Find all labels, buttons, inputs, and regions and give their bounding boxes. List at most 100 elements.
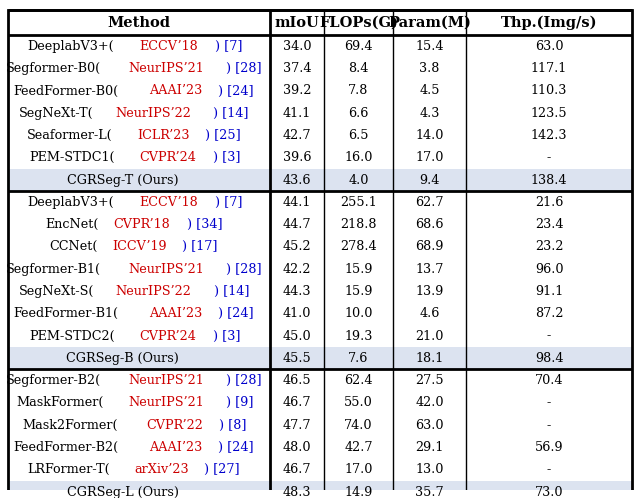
- Text: Thp.(Img/s): Thp.(Img/s): [501, 15, 597, 30]
- Text: 110.3: 110.3: [531, 85, 567, 98]
- Text: NeurIPS’21: NeurIPS’21: [128, 263, 204, 276]
- Text: 45.5: 45.5: [283, 352, 311, 365]
- Text: 41.1: 41.1: [283, 107, 311, 120]
- Text: 74.0: 74.0: [344, 419, 372, 432]
- Text: DeeplabV3+(: DeeplabV3+(: [28, 196, 114, 209]
- Text: 10.0: 10.0: [344, 307, 372, 320]
- Text: ) [34]: ) [34]: [187, 218, 223, 231]
- Text: 8.4: 8.4: [348, 62, 369, 75]
- Text: 68.9: 68.9: [415, 241, 444, 253]
- Text: ) [8]: ) [8]: [220, 419, 247, 432]
- Text: ) [28]: ) [28]: [226, 62, 262, 75]
- Text: 63.0: 63.0: [535, 40, 563, 53]
- Text: ECCV’18: ECCV’18: [139, 196, 198, 209]
- Text: Mask2Former(: Mask2Former(: [23, 419, 118, 432]
- Text: 21.6: 21.6: [535, 196, 563, 209]
- Text: 42.2: 42.2: [283, 263, 311, 276]
- Text: 45.0: 45.0: [283, 330, 311, 343]
- Text: 14.9: 14.9: [344, 486, 372, 498]
- Text: 21.0: 21.0: [415, 330, 444, 343]
- Text: ) [25]: ) [25]: [205, 129, 241, 142]
- Text: mIoU: mIoU: [275, 15, 319, 29]
- Text: ICCV’19: ICCV’19: [112, 241, 166, 253]
- Text: 48.3: 48.3: [283, 486, 311, 498]
- Text: ) [7]: ) [7]: [215, 40, 243, 53]
- Text: 43.6: 43.6: [283, 174, 311, 187]
- Text: 62.4: 62.4: [344, 374, 372, 387]
- Text: 46.5: 46.5: [283, 374, 311, 387]
- Text: Segformer-B1(: Segformer-B1(: [6, 263, 100, 276]
- Text: 13.0: 13.0: [415, 463, 444, 476]
- Text: ) [24]: ) [24]: [218, 307, 253, 320]
- Text: 17.0: 17.0: [344, 463, 372, 476]
- Text: 87.2: 87.2: [535, 307, 563, 320]
- Text: -: -: [547, 419, 551, 432]
- Text: 39.6: 39.6: [283, 151, 311, 164]
- Text: NeurIPS’22: NeurIPS’22: [116, 285, 191, 298]
- Text: FLOPs(G): FLOPs(G): [319, 15, 398, 29]
- Text: 4.3: 4.3: [419, 107, 440, 120]
- Text: 96.0: 96.0: [535, 263, 563, 276]
- Text: 17.0: 17.0: [415, 151, 444, 164]
- Text: ) [28]: ) [28]: [226, 374, 262, 387]
- Text: 3.8: 3.8: [419, 62, 440, 75]
- Text: MaskFormer(: MaskFormer(: [16, 396, 103, 409]
- Text: 4.6: 4.6: [419, 307, 440, 320]
- Text: 68.6: 68.6: [415, 218, 444, 231]
- Text: CVPR’24: CVPR’24: [140, 330, 196, 343]
- Text: 218.8: 218.8: [340, 218, 377, 231]
- Text: NeurIPS’21: NeurIPS’21: [129, 396, 204, 409]
- Text: -: -: [547, 330, 551, 343]
- Text: 45.2: 45.2: [283, 241, 311, 253]
- Text: AAAI’23: AAAI’23: [149, 307, 202, 320]
- Text: CVPR’18: CVPR’18: [114, 218, 170, 231]
- Text: 29.1: 29.1: [415, 441, 444, 454]
- Text: 13.9: 13.9: [415, 285, 444, 298]
- Text: CCNet(: CCNet(: [49, 241, 98, 253]
- Text: Method: Method: [108, 15, 170, 29]
- Text: 142.3: 142.3: [531, 129, 568, 142]
- Text: Segformer-B0(: Segformer-B0(: [6, 62, 100, 75]
- Text: FeedFormer-B1(: FeedFormer-B1(: [14, 307, 119, 320]
- Text: ) [7]: ) [7]: [215, 196, 243, 209]
- Text: 48.0: 48.0: [283, 441, 311, 454]
- Text: 13.7: 13.7: [415, 263, 444, 276]
- Text: CGRSeg-B (Ours): CGRSeg-B (Ours): [66, 352, 179, 365]
- Text: 15.9: 15.9: [344, 285, 372, 298]
- Text: 117.1: 117.1: [531, 62, 567, 75]
- Text: 7.6: 7.6: [348, 352, 369, 365]
- Text: 41.0: 41.0: [283, 307, 311, 320]
- Text: 15.4: 15.4: [415, 40, 444, 53]
- Text: 35.7: 35.7: [415, 486, 444, 498]
- Text: ) [3]: ) [3]: [213, 151, 241, 164]
- Text: 42.7: 42.7: [283, 129, 311, 142]
- Text: ICLR’23: ICLR’23: [137, 129, 189, 142]
- Text: PEM-STDC1(: PEM-STDC1(: [29, 151, 115, 164]
- Text: 34.0: 34.0: [283, 40, 311, 53]
- Text: ) [28]: ) [28]: [226, 263, 262, 276]
- Text: 91.1: 91.1: [535, 285, 563, 298]
- Text: Param(M): Param(M): [388, 15, 471, 29]
- Text: 19.3: 19.3: [344, 330, 372, 343]
- Text: 4.0: 4.0: [348, 174, 369, 187]
- Text: ) [9]: ) [9]: [227, 396, 254, 409]
- Text: -: -: [547, 151, 551, 164]
- Text: CGRSeg-L (Ours): CGRSeg-L (Ours): [67, 486, 179, 498]
- Bar: [8, 347, 632, 370]
- Text: 6.6: 6.6: [348, 107, 369, 120]
- Text: Seaformer-L(: Seaformer-L(: [27, 129, 113, 142]
- Text: 44.7: 44.7: [283, 218, 311, 231]
- Text: 9.4: 9.4: [419, 174, 440, 187]
- Text: -: -: [547, 396, 551, 409]
- Text: CVPR’22: CVPR’22: [146, 419, 203, 432]
- Text: 18.1: 18.1: [415, 352, 444, 365]
- Text: 39.2: 39.2: [283, 85, 311, 98]
- Text: Segformer-B2(: Segformer-B2(: [6, 374, 100, 387]
- Text: 255.1: 255.1: [340, 196, 377, 209]
- Text: 69.4: 69.4: [344, 40, 372, 53]
- Text: 44.3: 44.3: [283, 285, 311, 298]
- Bar: [8, 169, 632, 191]
- Text: ) [14]: ) [14]: [213, 107, 248, 120]
- Text: -: -: [547, 463, 551, 476]
- Bar: [8, 481, 632, 498]
